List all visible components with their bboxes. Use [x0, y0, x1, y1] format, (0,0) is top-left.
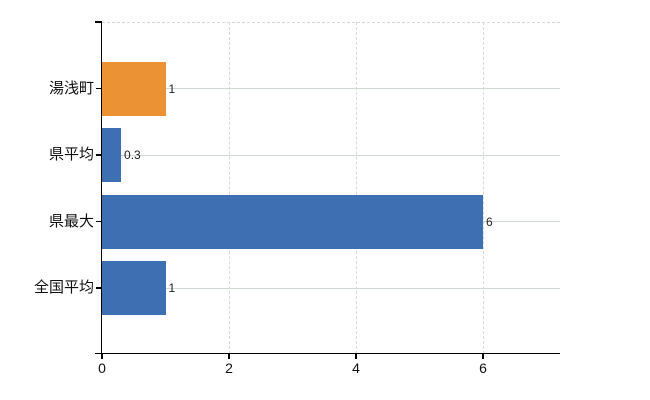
- x-tick: [101, 353, 103, 359]
- x-tick-label: 2: [225, 360, 233, 376]
- bar: [102, 261, 166, 315]
- h-gridline: [102, 88, 560, 89]
- category-label: 県最大: [48, 212, 94, 230]
- x-tick-label: 4: [352, 360, 360, 376]
- bar-value-label: 1: [168, 81, 176, 96]
- bar: [102, 61, 166, 116]
- bar-value-label: 6: [486, 214, 493, 229]
- bar-value-label: 0.3: [124, 148, 141, 162]
- v-gridline: [482, 22, 484, 354]
- v-gridline: [355, 22, 357, 354]
- y-tick: [96, 220, 102, 223]
- x-tick: [228, 353, 230, 359]
- category-label: 全国平均: [33, 279, 94, 296]
- x-axis-line: [95, 352, 560, 355]
- y-tick: [96, 154, 102, 156]
- x-tick-label: 6: [479, 360, 487, 376]
- bar: [102, 128, 122, 182]
- category-label: 湯浅町: [48, 79, 94, 97]
- category-label: 県平均: [48, 146, 94, 163]
- bar: [102, 194, 483, 249]
- y-axis-top-cap: [95, 21, 102, 23]
- x-tick-label: 0: [98, 360, 106, 376]
- v-gridline: [228, 22, 230, 354]
- y-axis-line: [100, 21, 103, 355]
- plot-top-border: [102, 21, 560, 23]
- bar-value-label: 1: [168, 281, 176, 295]
- x-tick: [482, 353, 484, 359]
- y-tick: [96, 287, 102, 289]
- h-gridline: [102, 287, 560, 289]
- h-gridline: [102, 154, 560, 156]
- x-tick: [355, 353, 357, 359]
- y-tick: [96, 87, 102, 90]
